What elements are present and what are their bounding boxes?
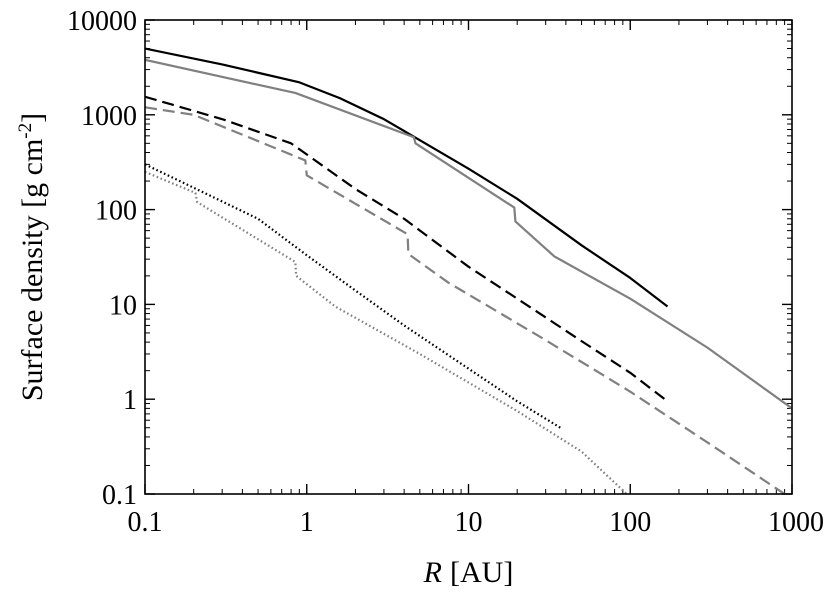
y-axis-label: Surface density [g cm bbox=[16, 139, 49, 401]
series-line-3 bbox=[145, 95, 669, 403]
tick-labels: 0.1 1 10 100 1000 0.1 1 10 100 1000 10000 bbox=[67, 6, 824, 538]
y-tick-label: 100 bbox=[95, 196, 137, 227]
x-tick-label: 1 bbox=[300, 507, 314, 538]
x-tick-label: 100 bbox=[609, 507, 651, 538]
x-axis-title: R [AU] bbox=[423, 556, 514, 589]
series-line-1 bbox=[145, 47, 669, 308]
y-axis-exponent: -2 bbox=[15, 123, 36, 139]
x-axis-variable: R bbox=[423, 556, 442, 589]
series-line-4 bbox=[145, 106, 786, 494]
plot-frame bbox=[144, 19, 793, 495]
y-tick-label: 0.1 bbox=[102, 480, 137, 511]
x-tick-label: 10 bbox=[455, 507, 483, 538]
y-tick-label: 1 bbox=[123, 385, 137, 416]
y-tick-label: 10000 bbox=[67, 6, 137, 37]
series-lines bbox=[145, 47, 792, 494]
x-tick-label: 1000 bbox=[768, 507, 824, 538]
y-tick-label: 1000 bbox=[81, 101, 137, 132]
series-line-5 bbox=[145, 163, 561, 429]
series-line-2 bbox=[145, 58, 792, 410]
y-tick-label: 10 bbox=[109, 290, 137, 321]
y-axis-title: Surface density [g cm-2] bbox=[15, 113, 49, 401]
x-tick-label: 0.1 bbox=[128, 507, 163, 538]
x-axis-unit: [AU] bbox=[450, 556, 513, 589]
y-axis-bracket: ] bbox=[16, 113, 49, 123]
series-line-6 bbox=[145, 170, 628, 494]
axis-ticks bbox=[144, 19, 793, 495]
